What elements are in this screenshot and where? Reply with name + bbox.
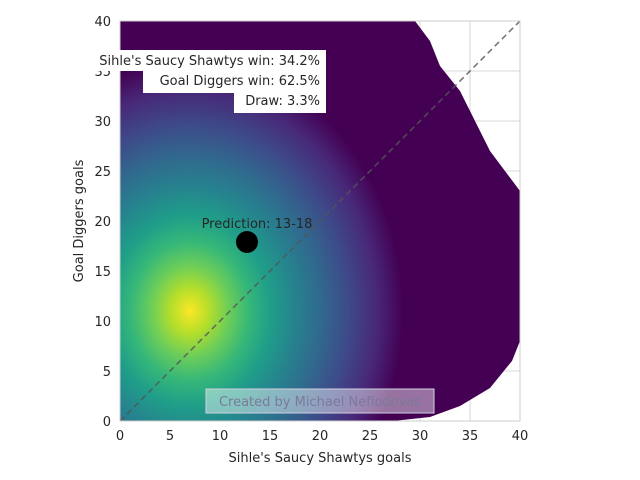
prediction-point — [236, 231, 258, 253]
x-tick-label-7: 35 — [462, 429, 479, 444]
team1-win-annotation: Sihle's Saucy Shawtys win: 34.2% — [84, 50, 326, 71]
x-tick-label-8: 40 — [512, 429, 529, 444]
y-tick-label-4: 20 — [94, 215, 111, 230]
y-axis-label: Goal Diggers goals — [72, 159, 87, 282]
plot-frame — [119, 20, 521, 422]
watermark: Created by Michael Nefiodovas — [205, 388, 435, 414]
y-tick-label-0: 0 — [103, 415, 111, 430]
draw-annotation: Draw: 3.3% — [234, 90, 326, 113]
draw-diagonal-line — [119, 20, 521, 422]
x-axis-ticks: 0 5 10 15 20 25 30 35 40 — [116, 429, 528, 444]
y-tick-label-5: 25 — [94, 165, 111, 180]
y-tick-label-8: 40 — [94, 15, 111, 30]
y-tick-label-6: 30 — [94, 115, 111, 130]
watermark-text: Created by Michael Nefiodovas — [219, 395, 421, 410]
team2-win-annotation: Goal Diggers win: 62.5% — [143, 70, 326, 93]
x-tick-label-2: 10 — [212, 429, 229, 444]
prediction-label: Prediction: 13-18 — [202, 217, 313, 232]
x-axis-label: Sihle's Saucy Shawtys goals — [229, 451, 412, 466]
x-tick-label-6: 30 — [412, 429, 429, 444]
x-tick-label-5: 25 — [362, 429, 379, 444]
y-tick-label-2: 10 — [94, 315, 111, 330]
y-tick-label-1: 5 — [103, 365, 111, 380]
team2-win-text: Goal Diggers win: 62.5% — [160, 74, 320, 89]
x-tick-label-1: 5 — [166, 429, 174, 444]
x-tick-label-4: 20 — [312, 429, 329, 444]
draw-text: Draw: 3.3% — [245, 94, 320, 109]
team1-win-text: Sihle's Saucy Shawtys win: 34.2% — [99, 54, 320, 69]
x-tick-label-3: 15 — [262, 429, 279, 444]
y-tick-label-3: 15 — [94, 265, 111, 280]
x-tick-label-0: 0 — [116, 429, 124, 444]
